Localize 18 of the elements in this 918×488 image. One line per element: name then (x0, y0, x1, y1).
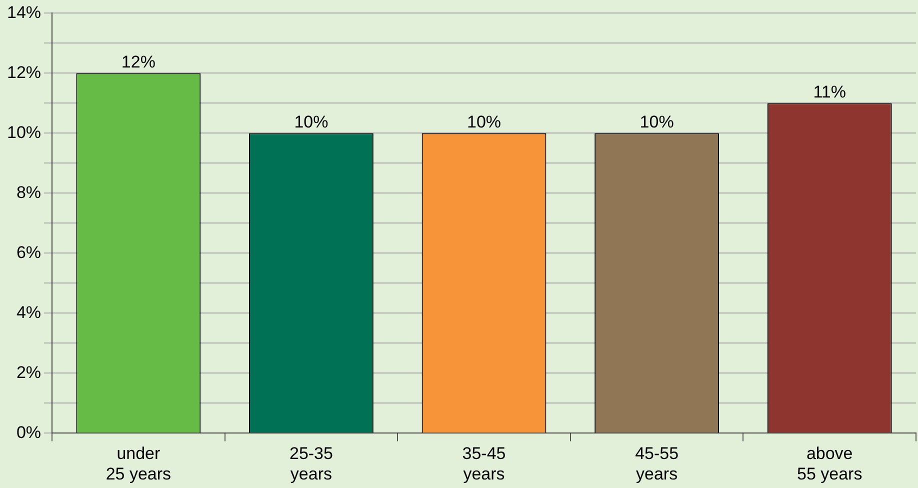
y-tick-label: 2% (16, 362, 42, 382)
x-tick-label: 25-35 years (289, 444, 333, 484)
x-tick-label: under 25 years (106, 444, 172, 484)
y-tick-label: 4% (16, 302, 42, 322)
x-tick-label: above 55 years (797, 444, 862, 484)
y-tick-label: 0% (16, 422, 42, 442)
y-tick-label: 10% (6, 122, 42, 142)
data-label: 10% (466, 112, 502, 132)
data-label: 11% (813, 82, 846, 102)
data-label: 10% (294, 112, 328, 132)
data-label: 12% (121, 52, 156, 72)
x-tick-label: 35-45 years (462, 444, 506, 484)
y-tick-label: 14% (6, 2, 42, 22)
data-label: 10% (640, 112, 674, 132)
y-tick-label: 12% (6, 62, 42, 82)
x-tick-label: 45-55 years (635, 444, 679, 484)
y-tick-label: 6% (16, 242, 42, 262)
y-tick-label: 8% (16, 182, 42, 202)
